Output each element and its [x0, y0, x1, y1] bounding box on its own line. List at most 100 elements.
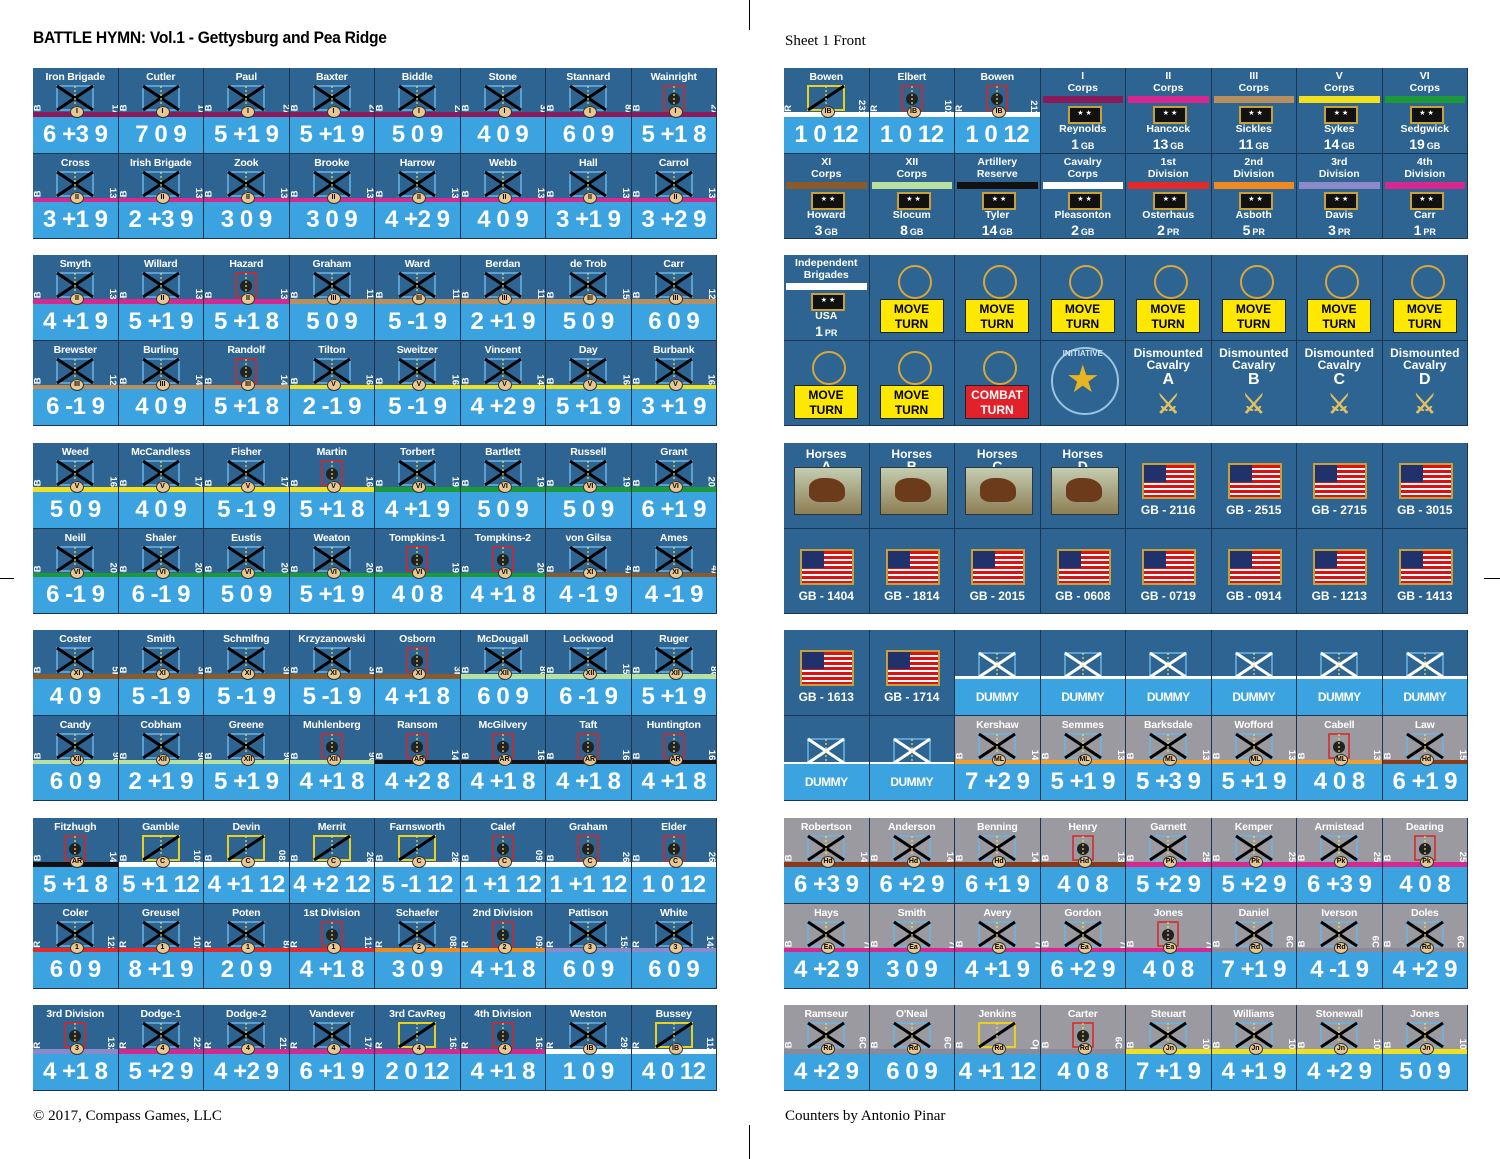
unit-counter[interactable]: BenningGB14BHd6 +1 9	[955, 818, 1041, 904]
unit-counter[interactable]: StonewallGB10BJn4 +2 9	[1297, 1005, 1383, 1091]
unit-counter[interactable]: KemperGB25BPk5 +2 9	[1211, 818, 1297, 904]
unit-counter[interactable]: SchmlfngGB3HXI5 -1 9	[204, 630, 290, 716]
unit-counter[interactable]: ZookGB13HII3 0 9	[204, 153, 290, 239]
objective-flag-marker[interactable]: GB - 0719	[1126, 528, 1212, 614]
corps-marker[interactable]: Cavalry Corps ★ ★ Pleasonton 2 GB	[1040, 153, 1126, 239]
horses-marker[interactable]: Horses D	[1040, 443, 1126, 529]
unit-counter[interactable]: GrahamGB11AIII5 0 9	[289, 255, 375, 341]
unit-counter[interactable]: BurbankGB16GV3 +1 9	[631, 340, 717, 426]
move-turn-marker[interactable]: MOVE TURN	[1126, 255, 1212, 341]
unit-counter[interactable]: Irish BrigadeGB13HII2 +3 9	[118, 153, 204, 239]
unit-counter[interactable]: SmithGB7EEa3 0 9	[869, 903, 955, 989]
unit-counter[interactable]: GrantGB20GVI6 +1 9	[631, 443, 717, 529]
objective-flag-marker[interactable]: GB - 2515	[1211, 443, 1297, 529]
unit-counter[interactable]: BowenPR2115IB1 0 12	[955, 68, 1041, 154]
unit-counter[interactable]: JenkinsGBOptRd4 +1 12	[955, 1005, 1041, 1091]
move-turn-marker[interactable]: MOVE TURN	[1382, 255, 1468, 341]
unit-counter[interactable]: GarnettGB25BPk5 +2 9	[1126, 818, 1212, 904]
unit-counter[interactable]: McGilveryGB16HAR4 +1 8	[460, 715, 546, 801]
unit-counter[interactable]: RussellGB19GVI5 0 9	[546, 443, 632, 529]
unit-counter[interactable]: AmesGB4AXI4 -1 9	[631, 528, 717, 614]
unit-counter[interactable]: KrzyzanowskiGB3HXI5 -1 9	[289, 630, 375, 716]
unit-counter[interactable]: TiltonGB16GV2 -1 9	[289, 340, 375, 426]
unit-counter[interactable]: WhitePR142136 0 9	[631, 903, 717, 989]
corps-marker[interactable]: VI Corps ★ ★ Sedgwick 19 GB	[1382, 68, 1468, 154]
objective-flag-marker[interactable]: GB - 2015	[955, 528, 1041, 614]
unit-counter[interactable]: CutlerGB1AI7 0 9	[118, 68, 204, 154]
objective-flag-marker[interactable]: GB - 0914	[1211, 528, 1297, 614]
unit-counter[interactable]: CarrolGB13HII3 +2 9	[631, 153, 717, 239]
unit-counter[interactable]: PaulGB2AI5 +1 9	[204, 68, 290, 154]
unit-counter[interactable]: WainrightGB2AI5 +1 8	[631, 68, 717, 154]
unit-counter[interactable]: NeillGB20GVI6 -1 9	[33, 528, 119, 614]
objective-flag-marker[interactable]: GB - 1213	[1297, 528, 1383, 614]
unit-counter[interactable]: GordonGB7EEa6 +2 9	[1040, 903, 1126, 989]
move-turn-marker[interactable]: MOVE TURN	[1297, 255, 1383, 341]
corps-marker[interactable]: II Corps ★ ★ Hancock 13 GB	[1126, 68, 1212, 154]
dismounted-cavalry-marker[interactable]: Dismounted Cavalry C ⚔	[1297, 340, 1383, 426]
unit-counter[interactable]: LockwoodGB15HXII6 -1 9	[546, 630, 632, 716]
objective-flag-marker[interactable]: GB - 0608	[1040, 528, 1126, 614]
unit-counter[interactable]: CobhamGB9GXII2 +1 9	[118, 715, 204, 801]
unit-counter[interactable]: RandolfGB14HIII5 +1 8	[204, 340, 290, 426]
unit-counter[interactable]: CalefGB0916C1 +1 12	[460, 818, 546, 904]
corps-marker[interactable]: XII Corps ★ ★ Slocum 8 GB	[869, 153, 955, 239]
objective-flag-marker[interactable]: GB - 1814	[869, 528, 955, 614]
corps-marker[interactable]: 4th Division ★ ★ Carr 1 PR	[1382, 153, 1468, 239]
unit-counter[interactable]: 2nd DivisionPR092124 +1 8	[460, 903, 546, 989]
unit-counter[interactable]: WeatonGB20GVI5 +1 9	[289, 528, 375, 614]
unit-counter[interactable]: 3rd DivisionPR132234 +1 8	[33, 1005, 119, 1091]
unit-counter[interactable]: Dodge-1PR221545 +2 9	[118, 1005, 204, 1091]
unit-counter[interactable]: Iron BrigadeGB1AI6 +3 9	[33, 68, 119, 154]
unit-counter[interactable]: BrewsterGB12AIII6 -1 9	[33, 340, 119, 426]
unit-counter[interactable]: MuhlenbergGB9GXII4 +1 8	[289, 715, 375, 801]
unit-counter[interactable]: JonesGB10BJn5 0 9	[1382, 1005, 1468, 1091]
unit-counter[interactable]: WoffordGB13BML5 +1 9	[1211, 715, 1297, 801]
objective-flag-marker[interactable]: GB - 2715	[1297, 443, 1383, 529]
unit-counter[interactable]: McCandlessGB17GV4 0 9	[118, 443, 204, 529]
unit-counter[interactable]: AveryGB7EEa4 +1 9	[955, 903, 1041, 989]
initiative-marker[interactable]: ★ INITIATIVE	[1040, 340, 1126, 426]
move-turn-marker[interactable]: MOVE TURN	[869, 340, 955, 426]
unit-counter[interactable]: AndersonGB14BHd6 +2 9	[869, 818, 955, 904]
unit-counter[interactable]: CarrGB12AIII6 0 9	[631, 255, 717, 341]
move-turn-marker[interactable]: MOVE TURN	[955, 255, 1041, 341]
unit-counter[interactable]: CrossGB13HII3 +1 9	[33, 153, 119, 239]
unit-counter[interactable]: ColerPR122116 0 9	[33, 903, 119, 989]
unit-counter[interactable]: JonesGB7EEa4 0 8	[1126, 903, 1212, 989]
unit-counter[interactable]: Dodge-2PR211644 +2 9	[204, 1005, 290, 1091]
unit-counter[interactable]: WebbGB13HII4 0 9	[460, 153, 546, 239]
dummy-counter[interactable]: DUMMY	[784, 715, 870, 801]
objective-flag-marker[interactable]: GB - 1714	[869, 630, 955, 716]
objective-flag-marker[interactable]: GB - 3015	[1382, 443, 1468, 529]
move-turn-marker[interactable]: MOVE TURN	[784, 340, 870, 426]
corps-marker[interactable]: 2nd Division ★ ★ Asboth 5 PR	[1211, 153, 1297, 239]
objective-flag-marker[interactable]: GB - 1413	[1382, 528, 1468, 614]
unit-counter[interactable]: RobertsonGB14BHd6 +3 9	[784, 818, 870, 904]
unit-counter[interactable]: StoneGB3AI4 0 9	[460, 68, 546, 154]
dummy-counter[interactable]: DUMMY	[1211, 630, 1297, 716]
unit-counter[interactable]: PattisonPR152236 0 9	[546, 903, 632, 989]
unit-counter[interactable]: BarksdaleGB13BML5 +3 9	[1126, 715, 1212, 801]
unit-counter[interactable]: GreuselPR102118 +1 9	[118, 903, 204, 989]
unit-counter[interactable]: MartinGB16GV5 +1 8	[289, 443, 375, 529]
unit-counter[interactable]: DevinGB0815C4 +1 12	[204, 818, 290, 904]
unit-counter[interactable]: WilliamsGB10BJn4 +1 9	[1211, 1005, 1297, 1091]
objective-flag-marker[interactable]: GB - 1613	[784, 630, 870, 716]
unit-counter[interactable]: 4th DivisionPR162244 +1 8	[460, 1005, 546, 1091]
unit-counter[interactable]: CabellGB13BML4 0 8	[1297, 715, 1383, 801]
unit-counter[interactable]: SweitzerGB16GV5 -1 9	[375, 340, 461, 426]
unit-counter[interactable]: SmythGB13HII4 +1 9	[33, 255, 119, 341]
dummy-counter[interactable]: DUMMY	[1126, 630, 1212, 716]
unit-counter[interactable]: WeedGB16GV5 0 9	[33, 443, 119, 529]
unit-counter[interactable]: VandeverPR172146 +1 9	[289, 1005, 375, 1091]
combat-turn-marker[interactable]: COMBAT TURN	[955, 340, 1041, 426]
unit-counter[interactable]: HenryGB13BHd4 0 8	[1040, 818, 1126, 904]
unit-counter[interactable]: PotenPR8A12 0 9	[204, 903, 290, 989]
dismounted-cavalry-marker[interactable]: Dismounted Cavalry B ⚔	[1211, 340, 1297, 426]
unit-counter[interactable]: WestonPR2912IB1 0 9	[546, 1005, 632, 1091]
